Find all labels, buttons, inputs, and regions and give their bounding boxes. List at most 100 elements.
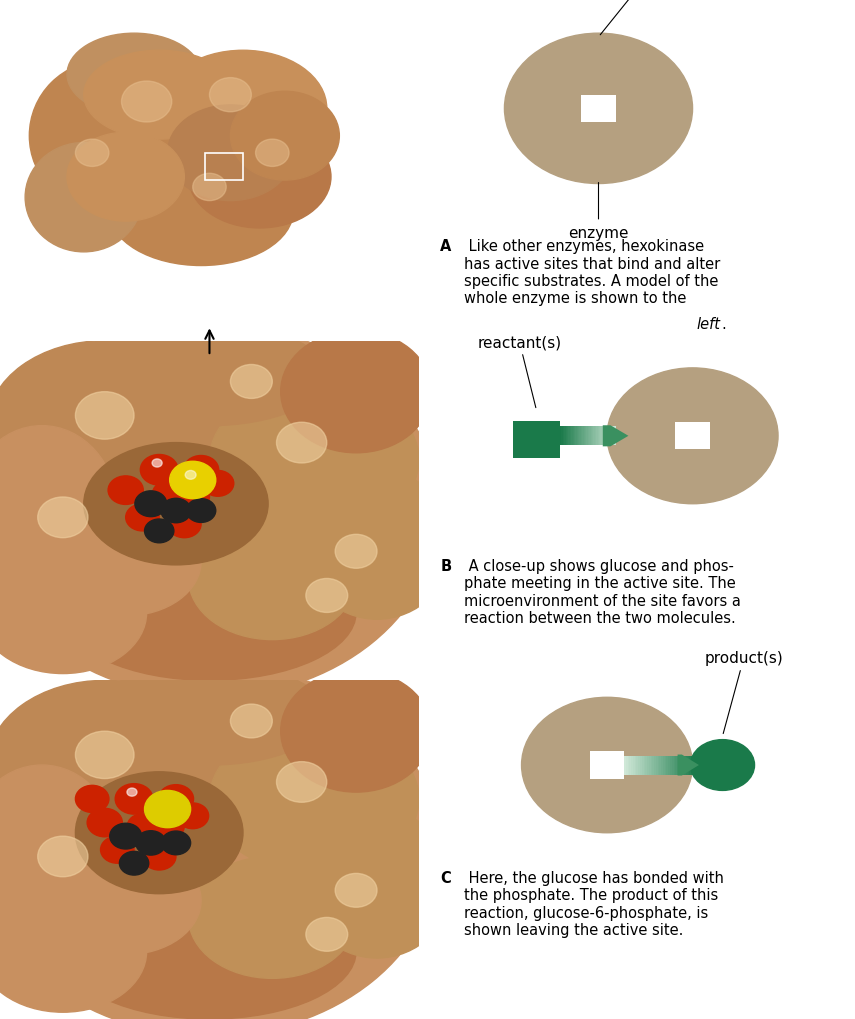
Bar xyxy=(560,427,562,446)
Circle shape xyxy=(335,535,377,569)
Bar xyxy=(636,756,639,774)
Circle shape xyxy=(152,482,183,506)
Circle shape xyxy=(75,140,109,167)
Ellipse shape xyxy=(230,92,339,181)
Bar xyxy=(602,427,604,446)
Text: reactant(s): reactant(s) xyxy=(477,335,562,409)
Bar xyxy=(566,427,568,446)
Ellipse shape xyxy=(159,51,327,167)
Circle shape xyxy=(230,704,272,738)
Circle shape xyxy=(192,174,227,202)
Circle shape xyxy=(177,803,209,828)
Bar xyxy=(664,756,667,774)
Bar xyxy=(585,427,587,446)
Bar xyxy=(603,427,604,446)
Bar xyxy=(575,427,577,446)
Circle shape xyxy=(607,369,778,504)
Bar xyxy=(587,427,588,446)
Ellipse shape xyxy=(0,891,147,1012)
Ellipse shape xyxy=(0,426,117,596)
Text: enzyme: enzyme xyxy=(569,183,628,240)
Circle shape xyxy=(169,462,215,499)
Circle shape xyxy=(168,511,201,538)
Ellipse shape xyxy=(168,106,293,202)
Circle shape xyxy=(202,471,233,497)
Circle shape xyxy=(150,812,185,840)
Ellipse shape xyxy=(63,883,356,1019)
Bar xyxy=(684,756,687,774)
Bar xyxy=(652,756,655,774)
Bar xyxy=(674,756,675,774)
Circle shape xyxy=(87,808,122,837)
Bar xyxy=(614,427,616,446)
Bar xyxy=(581,427,583,446)
Circle shape xyxy=(186,471,196,480)
Ellipse shape xyxy=(0,681,222,850)
Circle shape xyxy=(161,499,191,523)
Bar xyxy=(686,756,688,774)
Bar xyxy=(644,756,646,774)
Bar xyxy=(647,756,649,774)
Bar xyxy=(672,756,674,774)
Bar xyxy=(569,427,571,446)
Bar xyxy=(677,756,679,774)
Ellipse shape xyxy=(302,809,452,958)
Text: Here, the glucose has bonded with
the phosphate. The product of this
reaction, g: Here, the glucose has bonded with the ph… xyxy=(463,870,723,937)
Ellipse shape xyxy=(84,51,234,140)
Circle shape xyxy=(108,477,144,505)
Bar xyxy=(642,756,644,774)
Bar xyxy=(661,756,663,774)
Circle shape xyxy=(126,504,159,531)
Circle shape xyxy=(504,34,693,184)
Bar xyxy=(571,427,573,446)
Bar xyxy=(609,427,610,446)
Circle shape xyxy=(38,837,88,877)
Ellipse shape xyxy=(67,133,185,222)
Ellipse shape xyxy=(188,857,357,978)
Bar xyxy=(513,421,560,459)
Bar xyxy=(578,427,580,446)
Circle shape xyxy=(127,814,157,839)
Bar xyxy=(590,752,624,779)
Bar xyxy=(589,427,591,446)
Ellipse shape xyxy=(92,324,327,426)
Bar xyxy=(606,427,608,446)
Bar xyxy=(638,756,640,774)
Text: A close-up shows glucose and phos-
phate meeting in the active site. The
microen: A close-up shows glucose and phos- phate… xyxy=(463,558,740,626)
Circle shape xyxy=(230,365,272,399)
Bar xyxy=(663,756,665,774)
Bar xyxy=(581,96,616,123)
Bar xyxy=(598,427,599,446)
Bar xyxy=(687,756,690,774)
Bar xyxy=(679,756,681,774)
Bar xyxy=(629,756,632,774)
Text: C: C xyxy=(440,870,451,886)
Bar xyxy=(563,427,564,446)
Bar xyxy=(654,756,657,774)
Circle shape xyxy=(158,785,193,813)
Bar xyxy=(596,427,598,446)
Text: active site: active site xyxy=(600,0,702,36)
Bar xyxy=(640,756,642,774)
Text: .: . xyxy=(722,317,727,332)
Bar xyxy=(600,427,602,446)
Bar xyxy=(656,756,658,774)
Ellipse shape xyxy=(50,847,201,955)
Bar xyxy=(682,756,685,774)
Circle shape xyxy=(691,740,755,791)
FancyArrow shape xyxy=(677,755,699,775)
Bar xyxy=(670,756,672,774)
Ellipse shape xyxy=(302,471,452,620)
Circle shape xyxy=(143,843,176,870)
Circle shape xyxy=(144,791,191,827)
Bar xyxy=(580,427,581,446)
Bar xyxy=(624,756,627,774)
Ellipse shape xyxy=(67,34,201,116)
Bar xyxy=(584,427,586,446)
Bar xyxy=(591,427,593,446)
Bar xyxy=(633,756,635,774)
Circle shape xyxy=(101,837,134,863)
Circle shape xyxy=(135,491,167,517)
Circle shape xyxy=(256,140,289,167)
Bar xyxy=(611,427,613,446)
